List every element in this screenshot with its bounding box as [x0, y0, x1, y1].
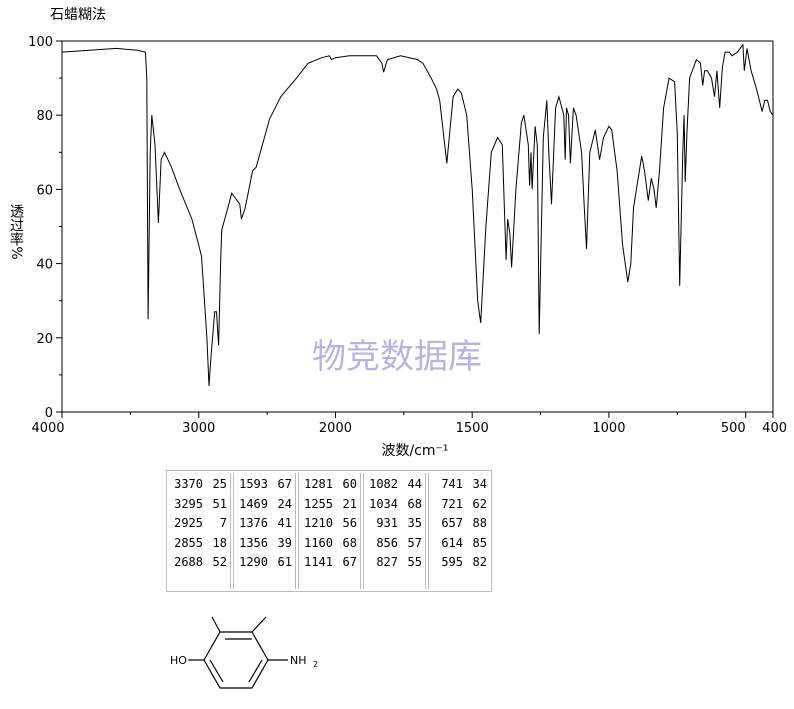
- peak-transmittance: 35: [407, 516, 422, 530]
- peak-transmittance: 52: [212, 555, 227, 569]
- y-tick-label: 60: [36, 183, 53, 198]
- x-tick-label: 1000: [592, 421, 625, 436]
- peak-wavenumber: 3370: [174, 477, 203, 491]
- peak-transmittance: 39: [277, 535, 292, 550]
- peak-wavenumber: 1290: [239, 555, 268, 569]
- peak-transmittance: 88: [472, 516, 487, 530]
- x-tick-label: 1500: [456, 421, 489, 436]
- x-tick-label: 2000: [319, 421, 352, 436]
- peak-transmittance: 34: [472, 477, 487, 491]
- peak-wavenumber: 2855: [174, 535, 203, 550]
- x-tick-label: 400: [762, 421, 787, 436]
- structure-label: NH: [290, 654, 307, 667]
- y-tick-label: 80: [36, 109, 53, 124]
- x-tick-label: 500: [721, 421, 746, 436]
- peak-transmittance: 51: [212, 496, 227, 511]
- peak-wavenumber: 614: [441, 535, 463, 550]
- peak-wavenumber: 741: [441, 477, 463, 491]
- peak-transmittance: 41: [277, 516, 292, 530]
- peak-wavenumber: 3295: [174, 496, 203, 511]
- peak-wavenumber: 931: [376, 516, 398, 530]
- structure-label: 2: [313, 660, 318, 669]
- peak-transmittance: 24: [277, 496, 292, 511]
- peak-wavenumber: 827: [376, 555, 398, 569]
- peak-wavenumber: 1376: [239, 516, 268, 530]
- peak-transmittance: 55: [407, 555, 422, 569]
- y-tick-label: 20: [36, 332, 53, 347]
- x-axis-label: 波数/cm⁻¹: [381, 443, 448, 459]
- peak-transmittance: 56: [342, 516, 357, 530]
- table-divider: [230, 473, 234, 589]
- peak-wavenumber: 1141: [304, 555, 333, 569]
- peak-wavenumber: 1469: [239, 496, 268, 511]
- peak-transmittance: 68: [407, 496, 422, 511]
- peak-transmittance: 60: [342, 477, 357, 491]
- peak-wavenumber: 657: [441, 516, 463, 530]
- peak-wavenumber: 1034: [369, 496, 398, 511]
- peak-transmittance: 85: [472, 535, 487, 550]
- table-divider: [360, 473, 364, 589]
- peak-wavenumber: 856: [376, 535, 398, 550]
- peak-transmittance: 7: [219, 516, 227, 530]
- spectrum-line: [61, 43, 774, 387]
- peak-wavenumber: 1210: [304, 516, 333, 530]
- peak-wavenumber: 1160: [304, 535, 333, 550]
- peak-table: 3370 25 3295 51 2925 7 2855 18 2688 52 1593 67 1469 2…: [166, 470, 492, 592]
- peak-transmittance: 21: [342, 496, 357, 511]
- peak-transmittance: 62: [472, 496, 487, 511]
- peak-transmittance: 57: [407, 535, 422, 550]
- x-tick-label: 4000: [31, 421, 64, 436]
- structure-label: HO: [170, 654, 187, 667]
- table-divider: [295, 473, 299, 589]
- peak-transmittance: 25: [212, 477, 227, 491]
- watermark: 物竞数据库: [312, 337, 482, 377]
- peak-transmittance: 68: [342, 535, 357, 550]
- peak-wavenumber: 1255: [304, 496, 333, 511]
- peak-transmittance: 67: [277, 477, 292, 491]
- peak-wavenumber: 1593: [239, 477, 268, 491]
- peak-wavenumber: 1356: [239, 535, 268, 550]
- peak-transmittance: 18: [212, 535, 227, 550]
- peak-transmittance: 67: [342, 555, 357, 569]
- peak-transmittance: 82: [472, 555, 487, 569]
- peak-wavenumber: 1082: [369, 477, 398, 491]
- peak-wavenumber: 2688: [174, 555, 203, 569]
- x-tick-label: 3000: [182, 421, 215, 436]
- chart-title: 石蜡糊法: [50, 7, 106, 23]
- y-tick-label: 0: [45, 406, 53, 421]
- structure: [188, 616, 288, 689]
- y-tick-label: 100: [28, 35, 53, 50]
- y-axis-label: 透过率%: [8, 204, 24, 259]
- peak-wavenumber: 2925: [174, 516, 203, 530]
- peak-wavenumber: 595: [441, 555, 463, 569]
- peak-transmittance: 61: [277, 555, 292, 569]
- peak-transmittance: 44: [407, 477, 422, 491]
- peak-wavenumber: 1281: [304, 477, 333, 491]
- table-divider: [425, 473, 429, 589]
- y-tick-label: 40: [36, 258, 53, 273]
- peak-wavenumber: 721: [441, 496, 463, 511]
